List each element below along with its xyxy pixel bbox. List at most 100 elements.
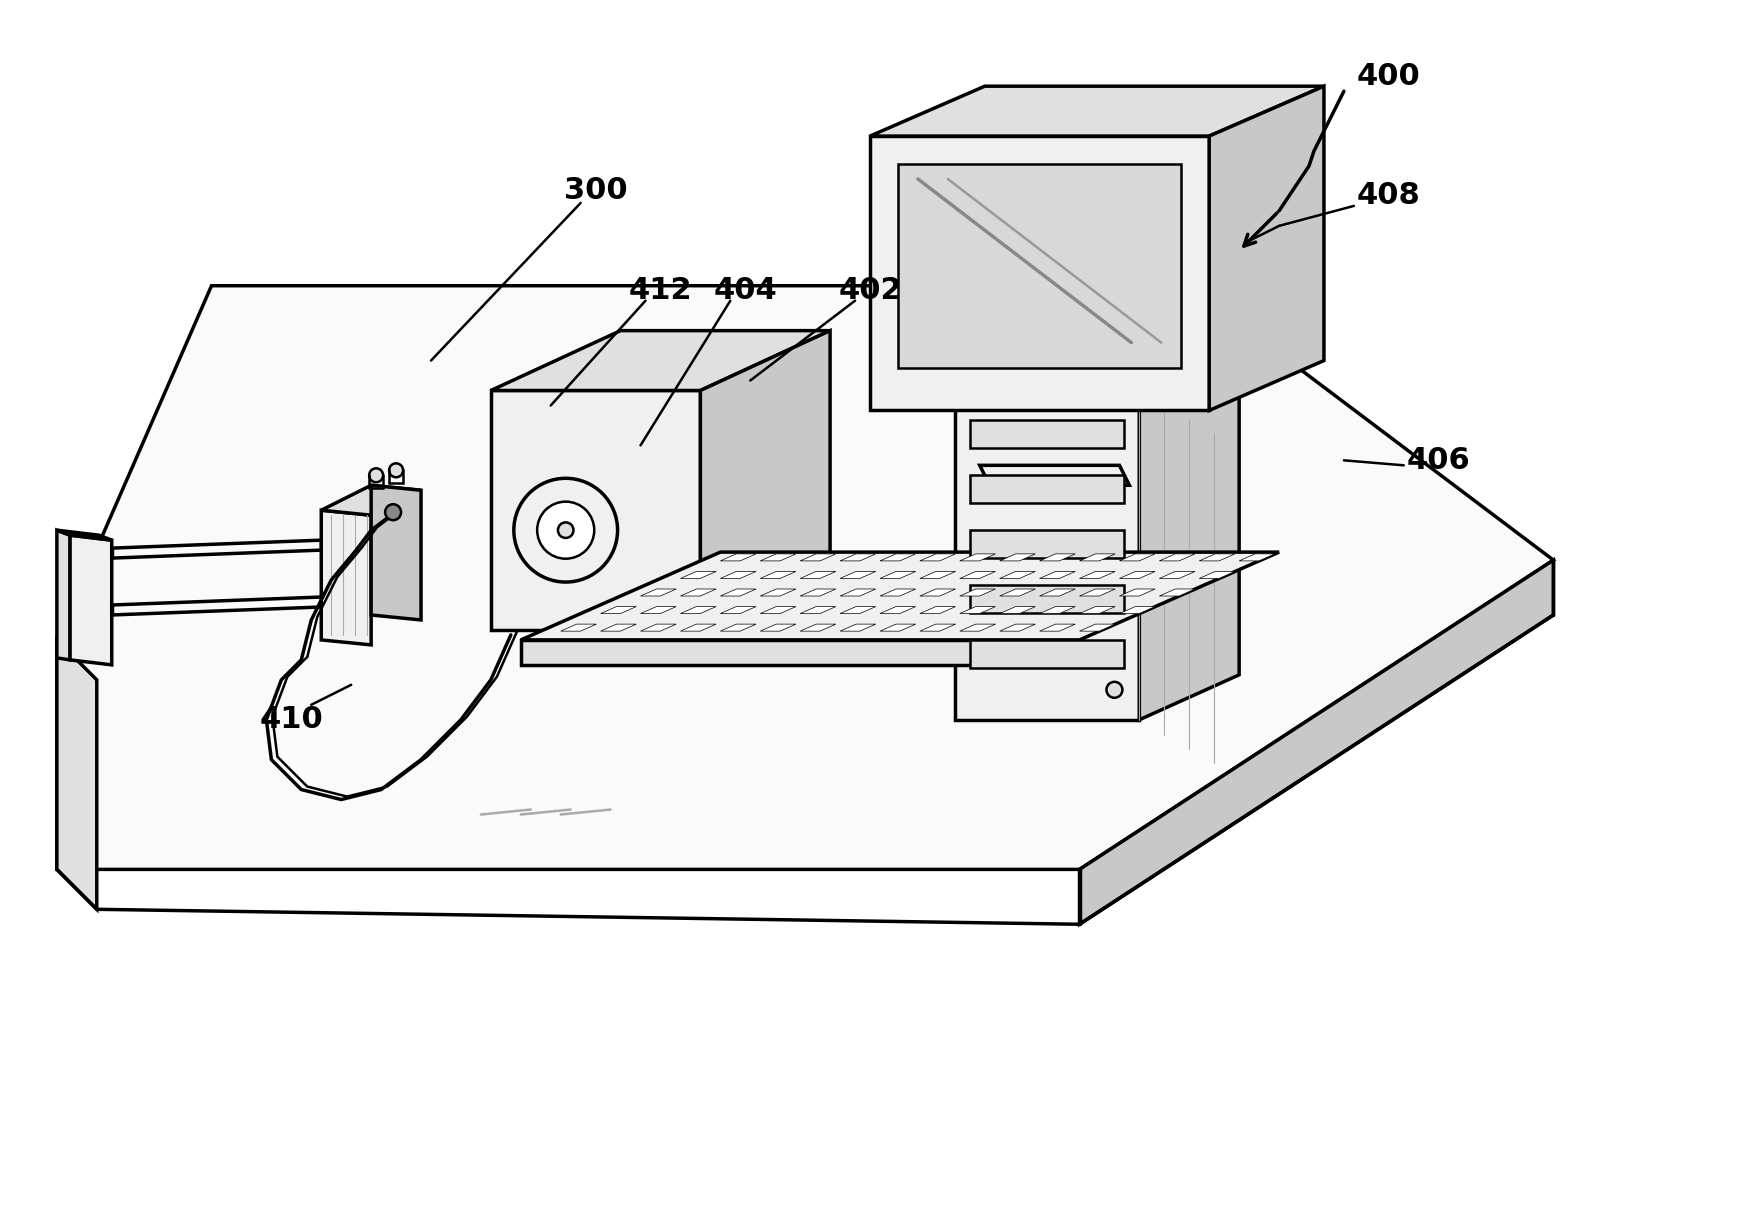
Polygon shape: [921, 572, 955, 578]
Bar: [969, 421, 1124, 449]
Polygon shape: [761, 589, 796, 596]
Polygon shape: [601, 607, 636, 614]
Text: 406: 406: [1407, 446, 1471, 475]
Polygon shape: [1238, 554, 1275, 561]
Polygon shape: [1119, 554, 1155, 561]
Polygon shape: [761, 572, 796, 578]
Polygon shape: [1079, 607, 1115, 614]
Polygon shape: [801, 607, 835, 614]
Polygon shape: [372, 485, 420, 620]
Polygon shape: [1119, 589, 1155, 596]
Polygon shape: [961, 589, 995, 596]
Circle shape: [389, 463, 403, 478]
Text: 410: 410: [259, 705, 323, 734]
Polygon shape: [761, 554, 796, 561]
Polygon shape: [801, 572, 835, 578]
Polygon shape: [1079, 560, 1553, 924]
Polygon shape: [321, 510, 372, 644]
Polygon shape: [801, 589, 835, 596]
Polygon shape: [1199, 572, 1235, 578]
Polygon shape: [1079, 624, 1115, 631]
Polygon shape: [492, 330, 830, 391]
Polygon shape: [1001, 624, 1035, 631]
Polygon shape: [1040, 589, 1075, 596]
Bar: [969, 475, 1124, 503]
Polygon shape: [492, 391, 700, 630]
Polygon shape: [641, 624, 676, 631]
Polygon shape: [1040, 572, 1075, 578]
Polygon shape: [1079, 554, 1115, 561]
Polygon shape: [57, 531, 69, 660]
Bar: [969, 531, 1124, 559]
Bar: [969, 585, 1124, 613]
Polygon shape: [681, 589, 716, 596]
Polygon shape: [1159, 572, 1195, 578]
Text: 404: 404: [714, 276, 776, 305]
Polygon shape: [1079, 572, 1115, 578]
Polygon shape: [681, 572, 716, 578]
Circle shape: [386, 504, 401, 520]
Polygon shape: [721, 624, 756, 631]
Polygon shape: [321, 485, 420, 515]
Circle shape: [514, 479, 618, 582]
Polygon shape: [961, 572, 995, 578]
Polygon shape: [955, 346, 1238, 391]
Polygon shape: [601, 624, 636, 631]
Polygon shape: [1001, 589, 1035, 596]
Polygon shape: [881, 589, 915, 596]
Polygon shape: [841, 589, 875, 596]
Polygon shape: [801, 624, 835, 631]
Polygon shape: [881, 624, 915, 631]
Polygon shape: [870, 137, 1209, 410]
Polygon shape: [1209, 86, 1324, 410]
Polygon shape: [881, 554, 915, 561]
Polygon shape: [921, 607, 955, 614]
Polygon shape: [881, 572, 915, 578]
Polygon shape: [69, 536, 111, 665]
Polygon shape: [801, 554, 835, 561]
Polygon shape: [921, 589, 955, 596]
Text: 402: 402: [839, 276, 902, 305]
Polygon shape: [1079, 589, 1115, 596]
Polygon shape: [870, 86, 1324, 137]
Circle shape: [558, 522, 573, 538]
Polygon shape: [961, 607, 995, 614]
Polygon shape: [1199, 554, 1235, 561]
Polygon shape: [961, 624, 995, 631]
Polygon shape: [1119, 607, 1155, 614]
Polygon shape: [721, 589, 756, 596]
Polygon shape: [921, 624, 955, 631]
Polygon shape: [521, 640, 1079, 665]
Polygon shape: [521, 553, 1278, 640]
Polygon shape: [1001, 607, 1035, 614]
Bar: [969, 640, 1124, 667]
Polygon shape: [641, 589, 676, 596]
Polygon shape: [1001, 572, 1035, 578]
Circle shape: [537, 502, 594, 559]
Polygon shape: [57, 640, 97, 909]
Polygon shape: [1001, 554, 1035, 561]
Polygon shape: [961, 554, 995, 561]
Polygon shape: [681, 607, 716, 614]
Polygon shape: [898, 164, 1181, 368]
Polygon shape: [1119, 572, 1155, 578]
Text: 400: 400: [1357, 62, 1421, 91]
Polygon shape: [1040, 607, 1075, 614]
Polygon shape: [1040, 554, 1075, 561]
Polygon shape: [721, 554, 756, 561]
Polygon shape: [841, 572, 875, 578]
Polygon shape: [955, 391, 1139, 719]
Polygon shape: [641, 607, 676, 614]
Polygon shape: [721, 607, 756, 614]
Polygon shape: [561, 624, 596, 631]
Polygon shape: [681, 624, 716, 631]
Polygon shape: [1159, 554, 1195, 561]
Polygon shape: [841, 607, 875, 614]
Text: 300: 300: [565, 177, 627, 206]
Polygon shape: [980, 465, 1129, 485]
Polygon shape: [57, 531, 111, 540]
Polygon shape: [1040, 624, 1075, 631]
Polygon shape: [841, 624, 875, 631]
Text: 412: 412: [629, 276, 693, 305]
Circle shape: [370, 468, 384, 482]
